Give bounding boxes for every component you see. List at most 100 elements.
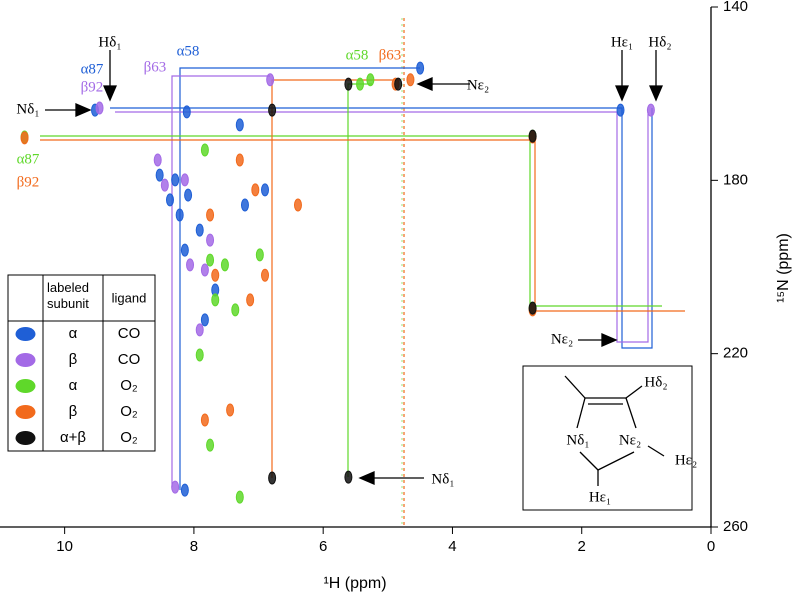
peak	[356, 77, 365, 91]
peak	[261, 268, 270, 282]
peak	[293, 198, 302, 212]
peak	[165, 193, 174, 207]
legend-ligand: O₂	[120, 377, 138, 394]
peak	[195, 348, 204, 362]
peak	[211, 268, 220, 282]
peak	[206, 208, 215, 222]
peak	[235, 118, 244, 132]
peak	[646, 103, 655, 117]
annotation: α87	[81, 61, 104, 77]
peak	[344, 470, 353, 484]
legend-ligand: CO	[118, 351, 141, 368]
peak	[344, 77, 353, 91]
peak	[246, 293, 255, 307]
peak	[200, 143, 209, 157]
peak	[153, 153, 162, 167]
legend-swatch	[15, 327, 36, 341]
peak	[180, 483, 189, 497]
peak	[616, 103, 625, 117]
peak	[235, 490, 244, 504]
peak	[206, 253, 215, 267]
annotation: Nε₂	[551, 331, 573, 347]
peak	[160, 178, 169, 192]
y-tick-label: 220	[723, 345, 748, 362]
legend-subunit: β	[69, 351, 78, 368]
peak	[175, 208, 184, 222]
annotation: β63	[379, 47, 402, 63]
peak	[171, 480, 180, 494]
peak	[180, 173, 189, 187]
legend-subunit: α	[69, 377, 78, 394]
y-tick-label: 180	[723, 171, 748, 188]
y-axis-label: ¹⁵N (ppm)	[775, 233, 792, 303]
peak	[416, 61, 425, 75]
peak	[200, 413, 209, 427]
peak	[226, 403, 235, 417]
peak	[186, 258, 195, 272]
inset-label: Nε₂	[619, 432, 641, 448]
peak	[268, 103, 277, 117]
peak	[240, 198, 249, 212]
peak	[528, 301, 537, 315]
peak	[200, 263, 209, 277]
peak	[255, 248, 264, 262]
peak	[211, 293, 220, 307]
imidazole	[564, 375, 665, 486]
x-tick-label: 4	[448, 538, 456, 555]
y-tick-label: 140	[723, 0, 748, 15]
peak	[206, 438, 215, 452]
legend-header: ligand	[112, 290, 147, 305]
annotation: α58	[177, 43, 200, 59]
peak	[155, 168, 164, 182]
peak	[406, 73, 415, 87]
annotation: β92	[17, 174, 40, 190]
annotation: β63	[144, 59, 167, 75]
peak	[195, 323, 204, 337]
legend-subunit: α+β	[60, 429, 86, 446]
annotation: Hδ₁	[98, 34, 121, 50]
annotation: Hε₁	[611, 34, 633, 50]
x-tick-label: 2	[578, 538, 586, 555]
inset-label: Hδ₂	[644, 374, 667, 390]
peak	[200, 313, 209, 327]
annotation: Hδ₂	[648, 34, 671, 50]
annotation: α58	[346, 47, 369, 63]
inset-label: Hε₁	[589, 489, 611, 505]
legend-subunit: α	[69, 325, 78, 342]
arrows	[45, 50, 663, 485]
x-tick-label: 8	[190, 538, 198, 555]
legend-ligand: CO	[118, 325, 141, 342]
x-axis-label: ¹H (ppm)	[323, 575, 386, 592]
annotation: Nδ₁	[431, 471, 454, 487]
peak	[206, 233, 215, 247]
peak	[251, 183, 260, 197]
inset-box	[522, 365, 693, 511]
legend-header: labeled subunit	[47, 280, 89, 311]
legend-swatch	[15, 405, 36, 419]
x-tick-label: 10	[56, 538, 73, 555]
annotation: β92	[81, 79, 104, 95]
annotation: Nδ₁	[16, 101, 39, 117]
legend-subunit: β	[69, 403, 78, 420]
peak	[394, 77, 403, 91]
legend-swatch	[15, 353, 36, 367]
peak	[231, 303, 240, 317]
legend-swatch	[15, 431, 36, 445]
legend-swatch	[15, 379, 36, 393]
peak	[20, 131, 29, 145]
peak	[184, 188, 193, 202]
x-tick-label: 6	[319, 538, 327, 555]
peak	[171, 173, 180, 187]
y-tick-label: 260	[723, 518, 748, 535]
peak	[528, 129, 537, 143]
peak	[366, 73, 375, 87]
peak	[268, 471, 277, 485]
legend-ligand: O₂	[120, 403, 138, 420]
peak	[195, 223, 204, 237]
peak	[261, 183, 270, 197]
inset-label: Hε₂	[675, 452, 697, 468]
peak	[95, 101, 104, 115]
inset-label: Nδ₁	[566, 432, 589, 448]
peak	[182, 105, 191, 119]
